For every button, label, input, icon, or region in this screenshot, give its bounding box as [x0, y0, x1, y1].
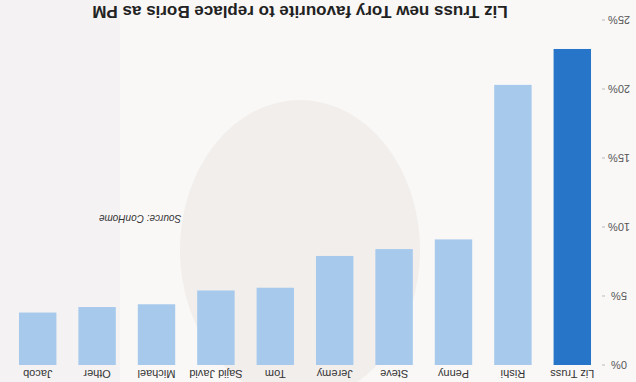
bar — [257, 288, 294, 365]
background — [0, 0, 636, 382]
category-label: Jeremy — [316, 368, 353, 380]
bar — [435, 239, 472, 365]
bar — [554, 49, 591, 365]
chart-svg: Jacob Other Michael Sajid Javid Tom Jeremy Ste… — [0, 0, 636, 382]
tick-label: 25% — [608, 14, 630, 26]
bar — [19, 313, 56, 365]
category-label: Tom — [265, 368, 286, 380]
category-label: Penny — [437, 368, 469, 380]
category-label: Sajid Javid — [189, 368, 242, 380]
tick-mark — [602, 227, 605, 228]
tick-mark — [602, 158, 605, 159]
category-label: Liz Truss — [550, 368, 595, 380]
tick-mark — [602, 365, 605, 366]
bars — [19, 49, 591, 365]
tick-label: 0% — [611, 359, 627, 371]
category-label: Rishi — [501, 368, 525, 380]
bar — [78, 307, 115, 365]
bar — [375, 249, 412, 365]
tick-label: 15% — [608, 152, 630, 164]
tick-mark — [602, 89, 605, 90]
tick-label: 20% — [608, 83, 630, 95]
bar — [138, 304, 175, 365]
tick-mark — [602, 20, 605, 21]
chart-container: Jacob Other Michael Sajid Javid Tom Jeremy Ste… — [0, 0, 636, 382]
title: Liz Truss new Tory favourite to replace … — [92, 2, 507, 21]
annotation: Source: ConHome — [98, 213, 181, 224]
category-label: Jacob — [23, 368, 52, 380]
tick-label: 5% — [611, 290, 627, 302]
background-overlay — [0, 0, 636, 382]
tick-label: 10% — [608, 221, 630, 233]
bar — [197, 290, 234, 365]
bar — [316, 256, 353, 365]
tick-mark — [602, 296, 605, 297]
bar — [494, 85, 531, 365]
category-label: Steve — [380, 368, 408, 380]
category-label: Other — [83, 368, 111, 380]
category-label: Michael — [138, 368, 176, 380]
